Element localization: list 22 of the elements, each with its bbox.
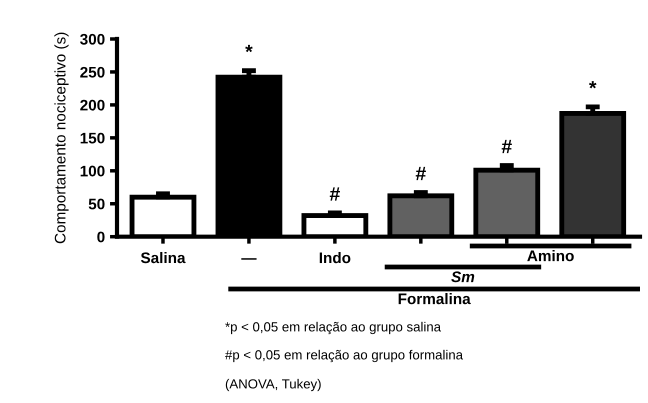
text: #p < 0,05 em relação ao grupo formalina — [225, 350, 464, 362]
y-tick-label: 50 — [88, 198, 105, 210]
text: Amino — [527, 250, 574, 262]
annotation: # — [330, 187, 340, 201]
annotation: # — [416, 166, 426, 180]
y-tick-label: 0 — [97, 232, 105, 242]
text: Sm — [451, 271, 474, 282]
y-axis-title: Comportamento nociceptivo (s) — [54, 32, 69, 244]
x-tick-label: — — [241, 258, 257, 260]
y-tick-label: 250 — [80, 66, 105, 78]
y-tick-label: 100 — [80, 166, 105, 176]
annotation: * — [589, 81, 596, 88]
annotation: * — [245, 44, 253, 52]
text: Formalina — [398, 293, 471, 304]
y-tick-label: 150 — [80, 132, 105, 144]
text: *p < 0,05 em relação ao grupo salina — [225, 322, 442, 334]
x-tick-label: Salina — [140, 252, 186, 264]
text: (ANOVA, Tukey) — [226, 378, 321, 392]
annotation: # — [502, 140, 512, 154]
y-tick-label: 300 — [80, 34, 105, 45]
y-tick-label: 200 — [80, 100, 105, 111]
x-tick-label: Indo — [320, 252, 350, 264]
